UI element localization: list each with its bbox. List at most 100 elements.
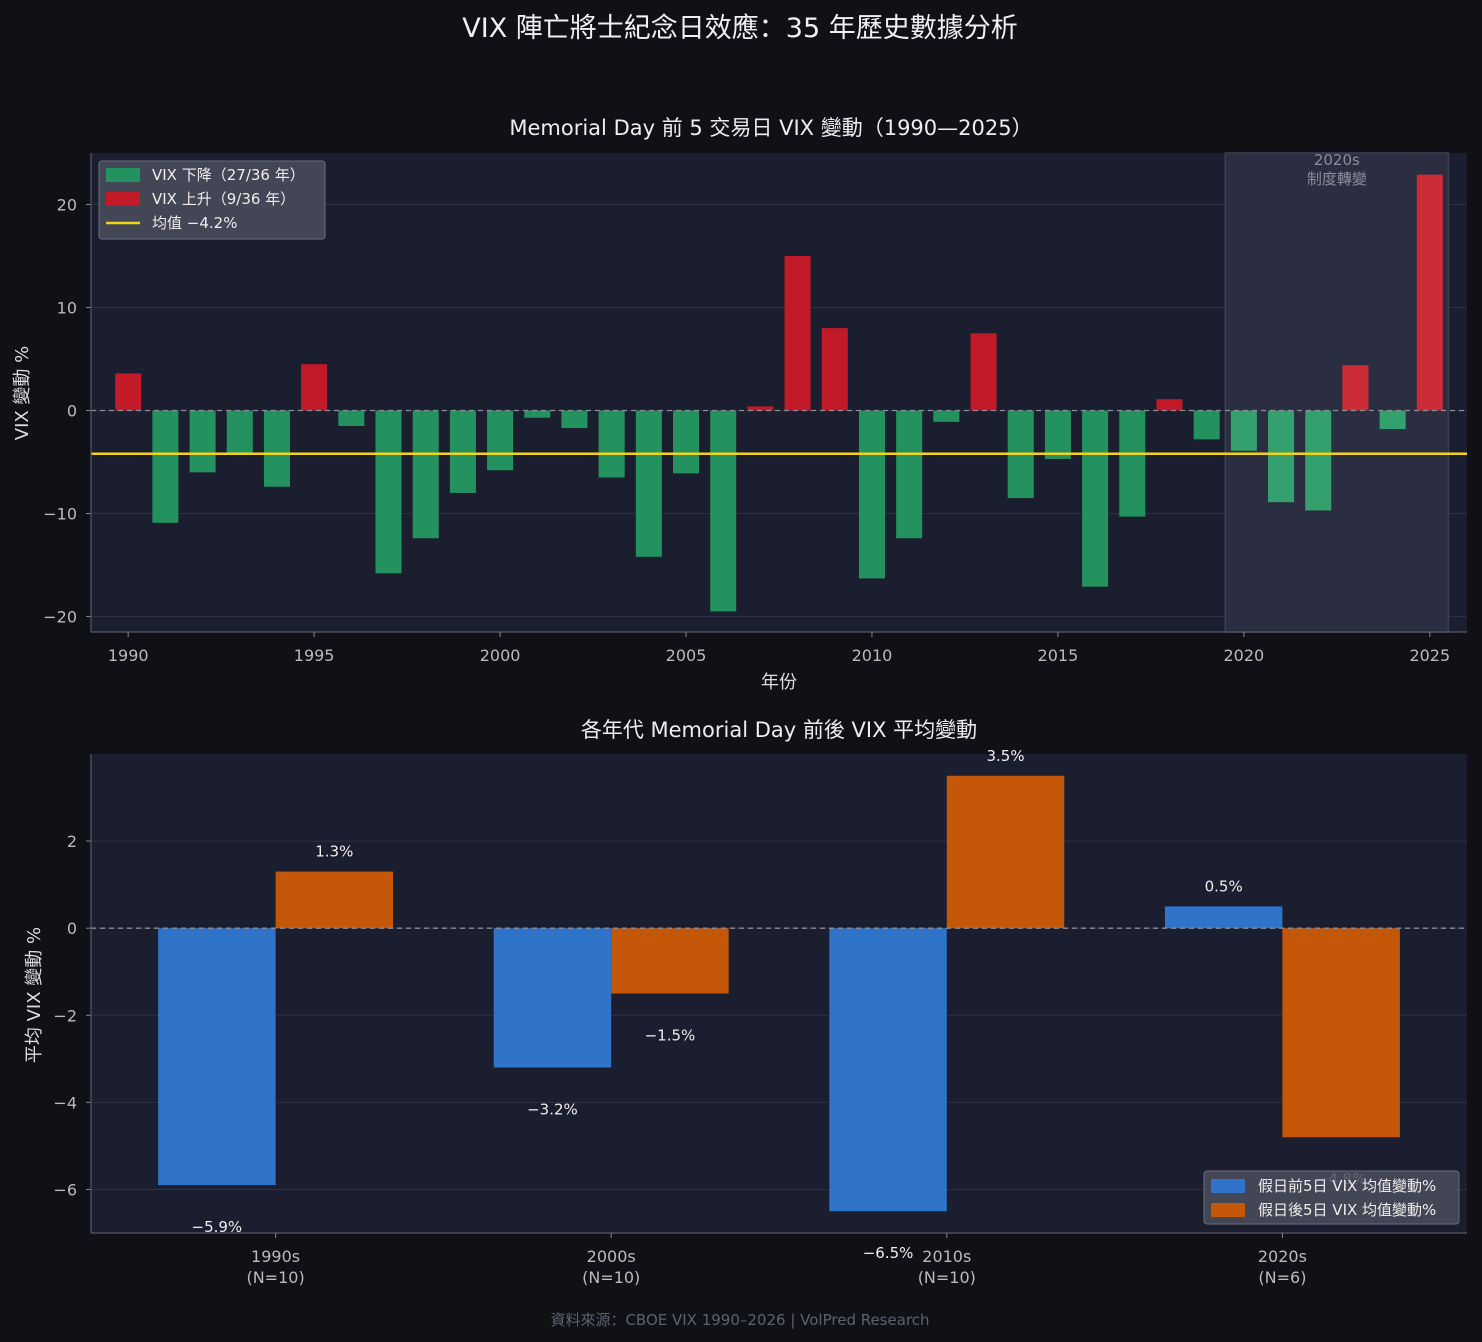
data-label: −3.2% bbox=[527, 1101, 578, 1119]
year-bar bbox=[1230, 410, 1257, 451]
year-bar bbox=[933, 410, 960, 422]
before-bar bbox=[493, 928, 612, 1068]
data-label: −6.5% bbox=[863, 1244, 914, 1262]
year-bar bbox=[1268, 410, 1295, 503]
y-tick-label: 0 bbox=[67, 402, 77, 421]
x-tick-label: 1990s bbox=[251, 1247, 300, 1266]
year-bar bbox=[1156, 399, 1183, 411]
x-tick-label: (N=10) bbox=[918, 1268, 976, 1287]
y-tick-label: −2 bbox=[53, 1006, 77, 1025]
regime-band-label: 制度轉變 bbox=[1307, 170, 1367, 188]
year-bar bbox=[821, 328, 848, 411]
x-tick-label: 2005 bbox=[666, 646, 707, 665]
year-bar bbox=[710, 410, 737, 612]
year-bar bbox=[263, 410, 290, 487]
year-bar bbox=[338, 410, 365, 426]
source-note: 資料來源：CBOE VIX 1990–2026 | VolPred Resear… bbox=[550, 1311, 929, 1329]
x-tick-label: 2015 bbox=[1038, 646, 1079, 665]
year-bar bbox=[673, 410, 700, 474]
legend-box bbox=[98, 160, 326, 240]
after-bar bbox=[1282, 928, 1400, 1138]
data-label: −1.5% bbox=[645, 1027, 696, 1045]
legend-box bbox=[1203, 1170, 1460, 1225]
x-tick-label: 2000 bbox=[480, 646, 521, 665]
x-tick-label: (N=10) bbox=[582, 1268, 640, 1287]
decade-chart: 各年代 Memorial Day 前後 VIX 平均變動 −6 −4 −2 0 2 199… bbox=[24, 718, 1467, 1287]
data-label: −5.9% bbox=[192, 1218, 243, 1236]
year-bar bbox=[412, 410, 439, 539]
before-bar bbox=[829, 928, 947, 1212]
y-tick-label: 10 bbox=[57, 299, 77, 318]
decade-legend: 假日前5日 VIX 均值變動% 假日後5日 VIX 均值變動% bbox=[1203, 1170, 1460, 1225]
x-tick-label: 2020 bbox=[1224, 646, 1265, 665]
y-tick-label: −20 bbox=[43, 608, 77, 627]
year-bar bbox=[189, 410, 216, 473]
year-bar bbox=[487, 410, 514, 471]
regime-band-rect bbox=[1224, 152, 1450, 633]
year-bar bbox=[152, 410, 179, 523]
yearly-reference-lines bbox=[91, 409, 1467, 456]
suptitle: VIX 陣亡將士紀念日效應：35 年歷史數據分析 bbox=[462, 13, 1017, 44]
data-label: 0.5% bbox=[1205, 877, 1243, 895]
decade-bars bbox=[158, 775, 1400, 1212]
before-bar bbox=[158, 928, 276, 1186]
year-bar bbox=[635, 410, 662, 557]
year-bar bbox=[1379, 410, 1406, 430]
legend-label: VIX 上升（9/36 年） bbox=[152, 190, 295, 208]
yearly-x-axis-label: 年份 bbox=[761, 672, 797, 693]
year-bar bbox=[858, 410, 885, 579]
year-bar bbox=[747, 406, 774, 411]
year-bar bbox=[970, 333, 997, 411]
y-tick-label: 20 bbox=[57, 196, 77, 215]
year-bar bbox=[1305, 410, 1332, 511]
yearly-legend: VIX 下降（27/36 年） VIX 上升（9/36 年） 均值 −4.2% bbox=[98, 160, 326, 240]
year-bar bbox=[1416, 174, 1443, 411]
x-tick-label: 1990 bbox=[108, 646, 149, 665]
y-tick-label: −10 bbox=[43, 505, 77, 524]
regime-band-label: 2020s bbox=[1314, 151, 1360, 169]
year-bar bbox=[301, 364, 328, 411]
year-bar bbox=[1119, 410, 1146, 517]
y-tick-label: −4 bbox=[53, 1093, 77, 1112]
year-bar bbox=[449, 410, 476, 493]
legend-swatch bbox=[106, 192, 140, 206]
decade-chart-title: 各年代 Memorial Day 前後 VIX 平均變動 bbox=[581, 718, 977, 742]
before-bar bbox=[1164, 906, 1283, 929]
legend-swatch bbox=[1211, 1179, 1245, 1193]
x-tick-label: (N=6) bbox=[1258, 1268, 1306, 1287]
legend-label: VIX 下降（27/36 年） bbox=[152, 166, 305, 184]
legend-swatch bbox=[106, 168, 140, 182]
year-bar bbox=[896, 410, 923, 539]
y-tick-label: 2 bbox=[67, 832, 77, 851]
data-label: 1.3% bbox=[315, 843, 353, 861]
x-tick-label: 2010s bbox=[922, 1247, 971, 1266]
x-tick-label: (N=10) bbox=[246, 1268, 304, 1287]
decade-y-axis-label: 平均 VIX 變動 % bbox=[24, 927, 45, 1063]
year-bar bbox=[226, 410, 253, 454]
year-bar bbox=[561, 410, 588, 429]
year-bar bbox=[598, 410, 625, 478]
year-bar bbox=[1082, 410, 1109, 587]
year-bar bbox=[1044, 410, 1071, 459]
x-tick-label: 2025 bbox=[1409, 646, 1450, 665]
y-tick-label: −6 bbox=[53, 1180, 77, 1199]
legend-label: 假日後5日 VIX 均值變動% bbox=[1258, 1201, 1436, 1219]
after-bar bbox=[611, 928, 729, 994]
legend-label: 均值 −4.2% bbox=[152, 214, 237, 232]
yearly-chart: Memorial Day 前 5 交易日 VIX 變動（1990—2025） 2… bbox=[12, 116, 1467, 693]
legend-label: 假日前5日 VIX 均值變動% bbox=[1258, 1177, 1436, 1195]
x-tick-label: 2010 bbox=[852, 646, 893, 665]
yearly-chart-title: Memorial Day 前 5 交易日 VIX 變動（1990—2025） bbox=[509, 116, 1032, 140]
yearly-y-axis-label: VIX 變動 % bbox=[12, 346, 33, 441]
decade-axes: −6 −4 −2 0 2 1990s (N=10) 2000s (N=10) 2010s (N=10… bbox=[53, 754, 1467, 1287]
legend-swatch bbox=[1211, 1203, 1245, 1217]
year-bar bbox=[1193, 410, 1220, 440]
x-tick-label: 2020s bbox=[1258, 1247, 1307, 1266]
data-label: 3.5% bbox=[986, 747, 1024, 765]
yearly-bars bbox=[115, 174, 1443, 612]
decade-plot-area bbox=[91, 754, 1467, 1233]
year-bar bbox=[375, 410, 402, 574]
after-bar bbox=[946, 775, 1065, 929]
